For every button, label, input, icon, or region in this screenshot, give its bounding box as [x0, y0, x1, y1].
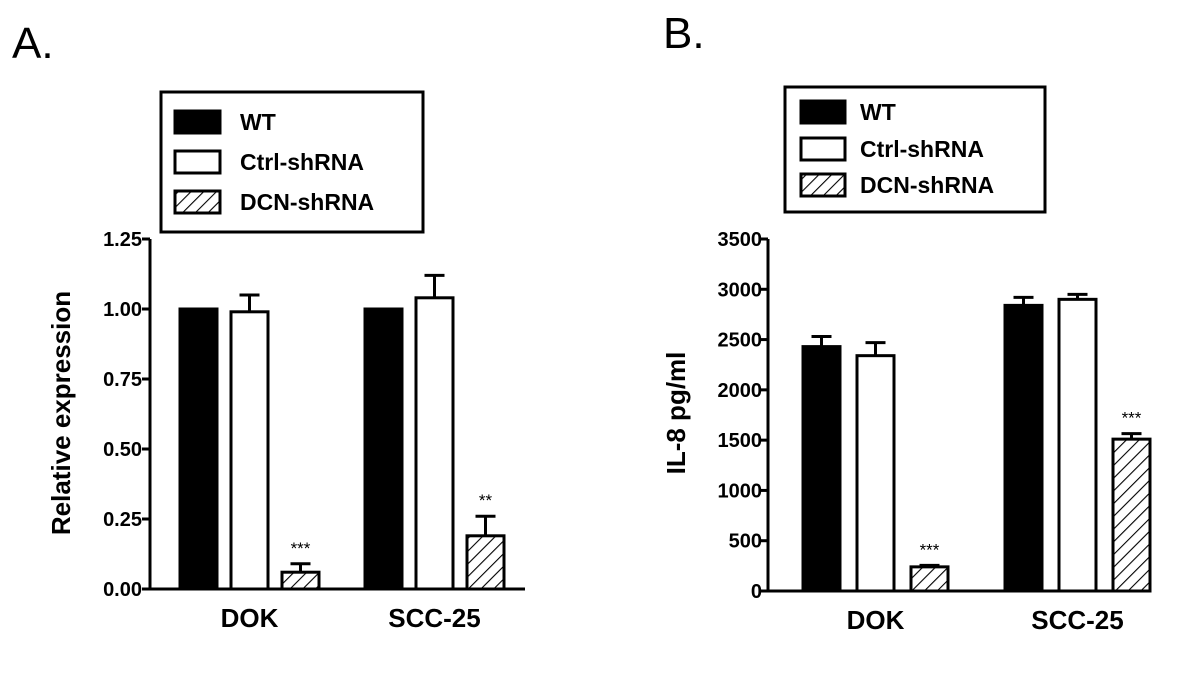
legend-label: DCN-shRNA [860, 172, 994, 198]
y-tick-label: 0.00 [103, 579, 142, 601]
bar-ctrl-shrna-dok [855, 354, 896, 593]
bar-dcn-shrna-scc-25 [1111, 437, 1152, 593]
legend-swatch [173, 149, 222, 175]
y-tick-label: 0.50 [103, 439, 142, 461]
bar-ctrl-shrna-scc-25 [1057, 297, 1098, 593]
legend-swatch [799, 172, 847, 198]
legend-swatch [173, 189, 222, 215]
panel-b: B. WT Ctrl-shRNA DCN-shRNA 0 500 1000 1500 200… [661, 9, 1152, 635]
bar-dcn-shrna-dok [280, 570, 321, 591]
bar-ctrl-shrna-scc-25 [414, 296, 455, 591]
y-tick-label: 1500 [718, 430, 763, 452]
legend-swatch [173, 109, 222, 135]
y-tick-label: 1000 [718, 480, 763, 502]
bar-wt-scc-25 [1003, 303, 1044, 593]
category-label: DOK [847, 605, 905, 635]
panel-b-label: B. [663, 9, 705, 58]
legend-label: WT [860, 99, 896, 125]
bar-ctrl-shrna-dok [229, 310, 270, 591]
significance-label: *** [920, 540, 940, 559]
y-tick-label: 1.00 [103, 299, 142, 321]
y-tick-label: 0.75 [103, 369, 142, 391]
category-label: SCC-25 [388, 603, 480, 633]
plot-b: 0 500 1000 1500 2000 2500 3000 3500 *** *** DOK SCC… [718, 229, 1152, 635]
y-axis-title-b: IL-8 pg/ml [661, 352, 691, 475]
y-axis-title-a: Relative expression [46, 291, 76, 535]
legend-label: DCN-shRNA [240, 189, 374, 215]
y-tick-label: 2500 [718, 330, 763, 352]
bar-dcn-shrna-dok [909, 565, 950, 593]
y-tick-label: 3500 [718, 229, 763, 251]
legend-a: WT Ctrl-shRNA DCN-shRNA [159, 90, 425, 234]
legend-label: Ctrl-shRNA [240, 149, 364, 175]
y-tick-label: 3000 [718, 279, 763, 301]
plot-a: 0.000.250.500.751.001.25*****DOK SCC-25 [103, 229, 525, 633]
legend-swatch [799, 99, 847, 125]
legend-label: WT [240, 109, 276, 135]
panel-a-label: A. [12, 19, 54, 68]
legend-label: Ctrl-shRNA [860, 136, 984, 162]
y-tick-label: 0 [751, 581, 762, 603]
legend-swatch [799, 136, 847, 162]
bar-wt-dok [178, 307, 219, 591]
y-tick-label: 500 [729, 531, 762, 553]
significance-label: ** [479, 491, 493, 510]
category-label: SCC-25 [1031, 605, 1123, 635]
category-label: DOK [221, 603, 279, 633]
y-tick-label: 2000 [718, 380, 763, 402]
bar-dcn-shrna-scc-25 [465, 534, 506, 591]
y-tick-label: 1.25 [103, 229, 142, 251]
y-tick-label: 0.25 [103, 509, 142, 531]
panel-a: A. WT Ctrl-shRNA DCN-shRNA 0.00 0.25 0.50 0.7… [12, 19, 525, 633]
bar-wt-scc-25 [363, 307, 404, 591]
bar-wt-dok [801, 345, 842, 593]
legend-b: WT Ctrl-shRNA DCN-shRNA [783, 85, 1047, 214]
significance-label: *** [1122, 409, 1142, 428]
significance-label: *** [291, 539, 311, 558]
